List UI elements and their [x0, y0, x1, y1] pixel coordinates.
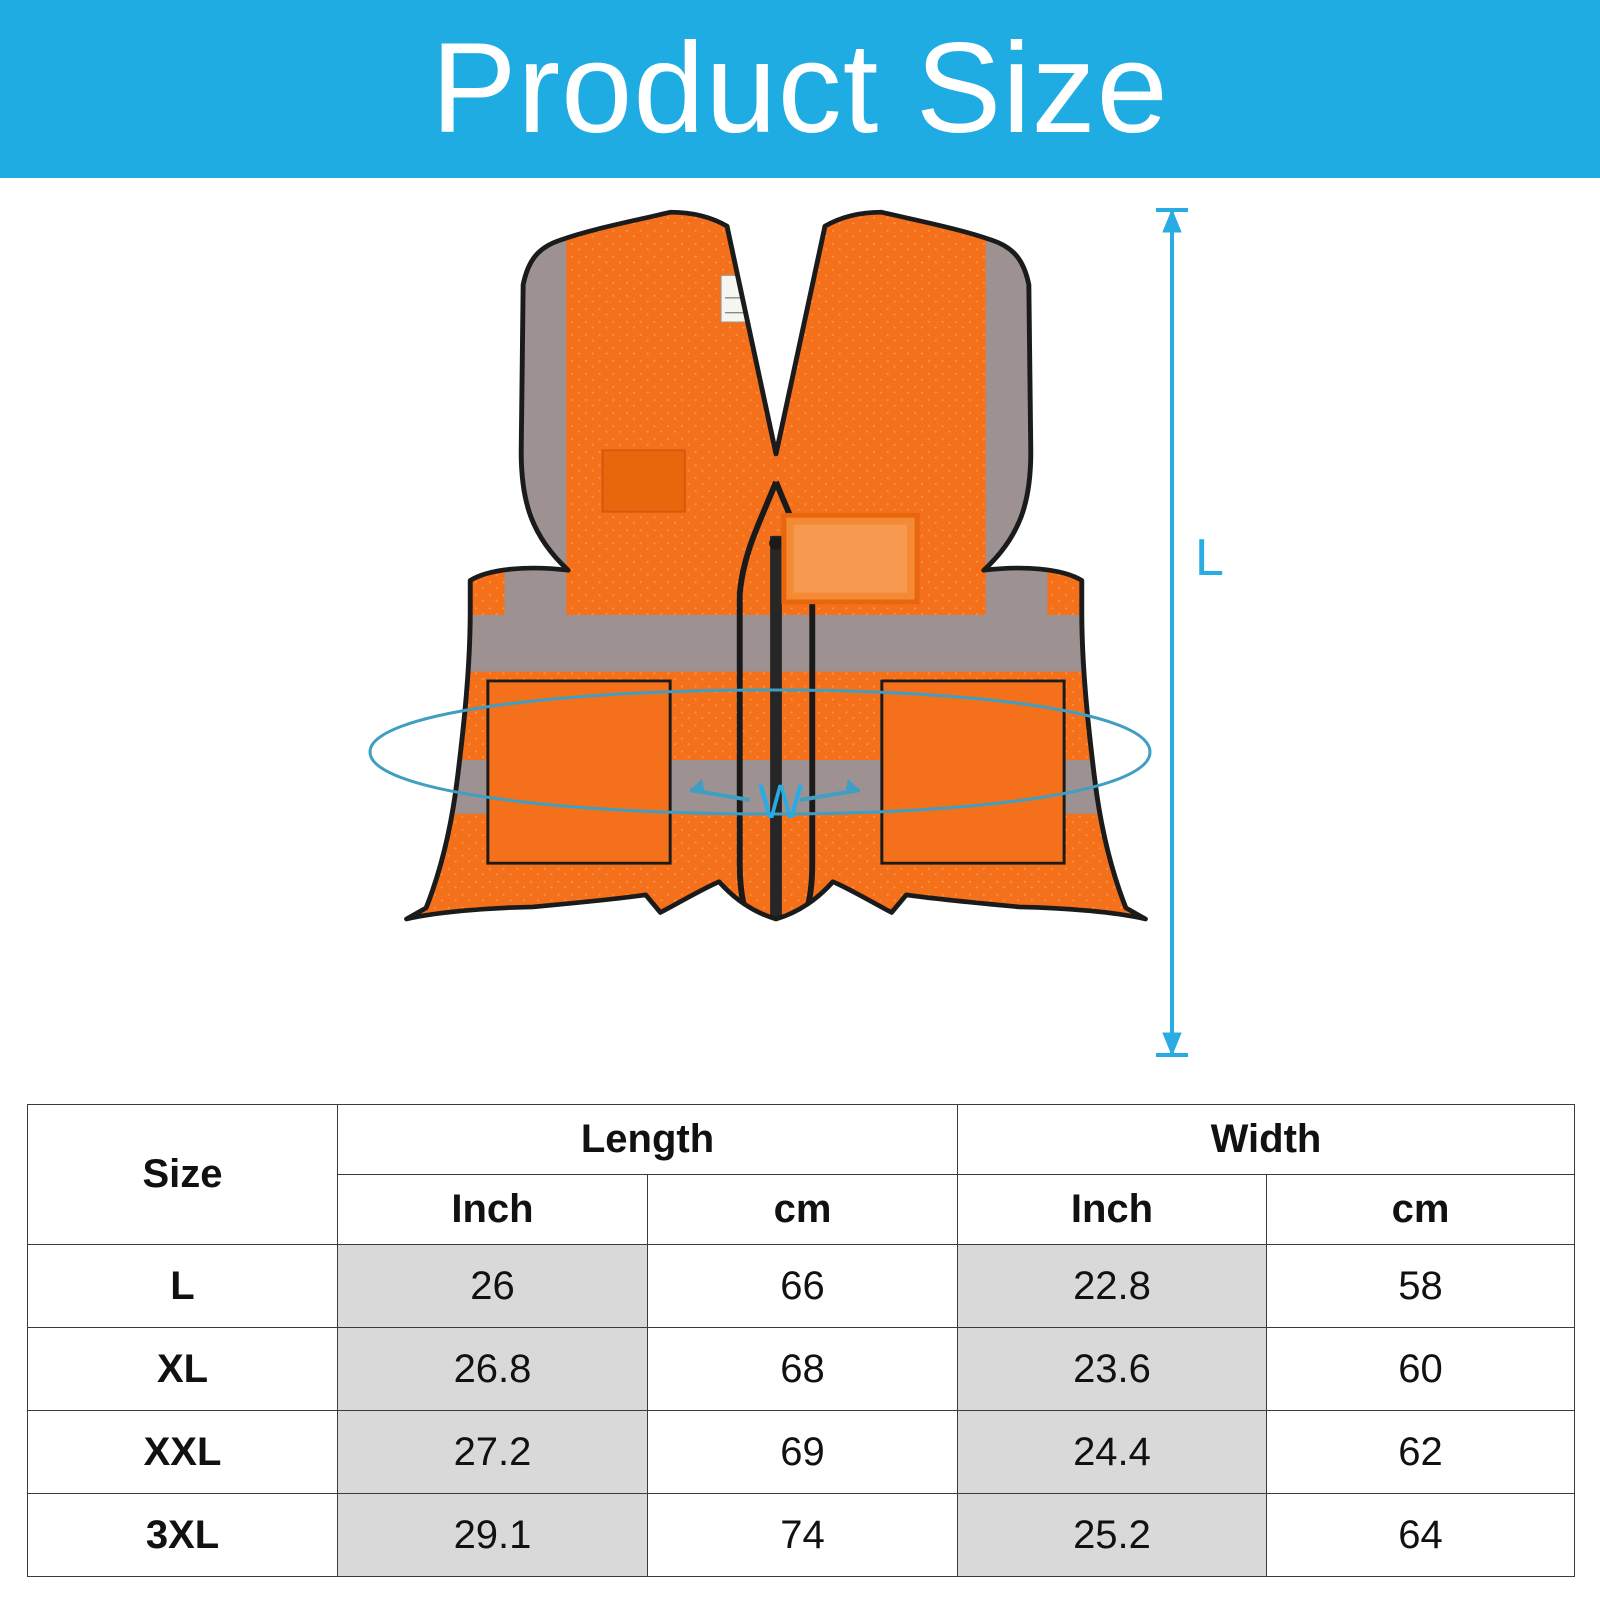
svg-text:L: L — [1195, 529, 1224, 587]
svg-text:W: W — [758, 776, 804, 829]
